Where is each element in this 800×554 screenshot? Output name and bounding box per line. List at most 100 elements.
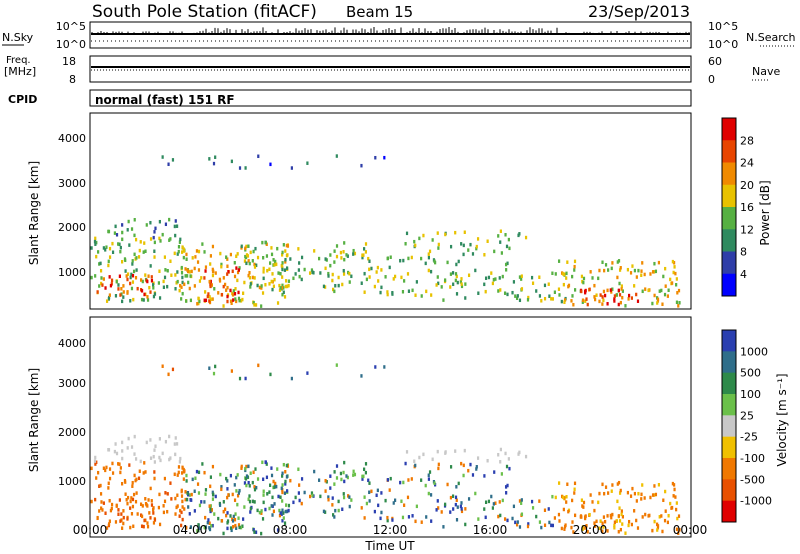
velocity-cell [121, 440, 124, 445]
power-cell [368, 275, 371, 279]
velocity-cell [224, 507, 227, 512]
power-cell [669, 277, 672, 282]
power-cell [527, 295, 530, 300]
velocity-cell [212, 371, 216, 376]
power-cell [238, 266, 241, 270]
power-cell [143, 292, 146, 297]
velocity-cell [117, 512, 120, 516]
velocity-cell [254, 467, 257, 471]
power-cell [268, 267, 271, 271]
power-cell [270, 246, 273, 250]
power-cell [401, 290, 405, 294]
power-cell [177, 249, 180, 254]
velocity-cell [565, 495, 568, 499]
velocity-cell [248, 484, 251, 488]
power-cell [265, 254, 269, 258]
power-cell [656, 299, 660, 303]
power-cell [364, 242, 368, 246]
power-cell [236, 252, 239, 256]
velocity-cell [643, 496, 646, 500]
velocity-cell [672, 494, 675, 498]
power-cell [337, 275, 340, 280]
power-cell [193, 284, 196, 288]
power-cell [220, 292, 224, 297]
velocity-cell [664, 509, 667, 513]
power-cell [343, 241, 346, 245]
power-cell [166, 284, 169, 289]
velocity-cell [593, 521, 596, 525]
freq-label-line2: [MHz] [4, 65, 36, 78]
power-cell [667, 288, 670, 292]
power-cell [497, 234, 500, 238]
power-cell [507, 237, 510, 242]
power-cell [308, 271, 312, 275]
velocity-cell [524, 454, 528, 459]
power-cell [331, 272, 334, 277]
velocity-cell [211, 492, 215, 497]
power-cell [342, 272, 346, 276]
velocity-cell [167, 372, 170, 377]
velocity-cell [189, 498, 192, 502]
velocity-cell [633, 491, 636, 496]
velocity-cell [386, 478, 389, 482]
velocity-cell [290, 376, 293, 381]
velocity-cell [154, 444, 157, 448]
velocity-cell [308, 494, 312, 499]
power-cell [368, 267, 371, 272]
power-cell [285, 266, 289, 270]
power-cell [580, 274, 584, 279]
power-cell [146, 295, 149, 299]
velocity-cell [543, 523, 547, 527]
velocity-cell [231, 492, 234, 497]
power-cell [229, 288, 232, 293]
power-cell [234, 287, 237, 291]
velocity-cell [518, 499, 522, 503]
power-cell [180, 271, 184, 275]
velocity-cell [360, 374, 363, 378]
power-cell [197, 296, 200, 301]
velocity-cell [281, 508, 284, 512]
power-cell [604, 263, 608, 267]
velocity-cell [343, 479, 346, 484]
velocity-cell [375, 493, 378, 498]
velocity-cell [130, 496, 133, 500]
velocity-cell [191, 477, 194, 482]
velocity-cell [178, 460, 181, 464]
velocity-cell [345, 474, 348, 478]
power-cell [247, 273, 250, 278]
power-cell [626, 267, 630, 272]
power-cell [672, 270, 675, 275]
power-cell [460, 242, 463, 246]
power-colorbar-swatch-frame [721, 117, 737, 297]
power-cell [414, 243, 417, 248]
power-cell [498, 276, 501, 280]
power-cell [278, 288, 282, 292]
power-cell [126, 277, 129, 282]
power-cell [651, 270, 655, 274]
power-cell [284, 284, 287, 289]
velocity-cell [388, 488, 391, 492]
power-cell [188, 270, 191, 274]
velocity-cell [226, 479, 229, 483]
velocity-cell [173, 472, 176, 477]
power-cell [208, 157, 211, 161]
power-cell [137, 255, 141, 259]
power-cell [620, 287, 623, 291]
velocity-cell [624, 531, 627, 535]
velocity-cell [324, 489, 327, 493]
velocity-cell [262, 500, 265, 505]
power-cell [598, 299, 601, 304]
velocity-cell [244, 466, 247, 471]
power-cell [119, 249, 122, 254]
velocity-cell [505, 491, 508, 495]
velocity-cell [484, 500, 488, 504]
velocity-cell [208, 504, 211, 508]
velocity-cell [627, 519, 631, 524]
power-cell [98, 262, 101, 266]
power-cell [640, 273, 643, 277]
velocity-cell [506, 483, 509, 488]
power-cell [573, 264, 576, 269]
velocity-cell [666, 520, 669, 525]
velocity-cell [499, 447, 502, 452]
